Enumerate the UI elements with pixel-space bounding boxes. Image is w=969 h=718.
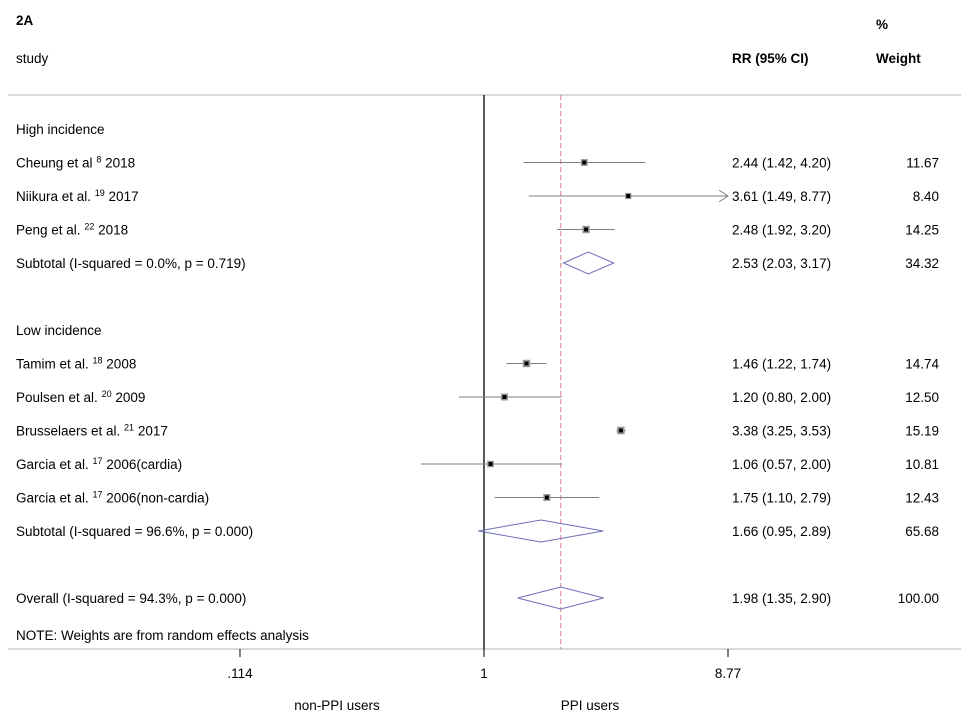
point-estimate (626, 194, 631, 198)
subgroup-heading: Low incidence (16, 323, 102, 338)
forest-rows: High incidence Cheung et al 8 2018 2.44 (1… (16, 122, 939, 610)
point-estimate (544, 495, 549, 500)
point-estimate (502, 395, 507, 399)
study-label: Garcia et al. 17 2006(non-cardia) (16, 490, 209, 506)
study-label: Garcia et al. 17 2006(cardia) (16, 456, 182, 472)
weight-value: 14.74 (905, 357, 939, 372)
overall-label: Overall (I-squared = 94.3%, p = 0.000) (16, 591, 246, 606)
panel-label: 2A (16, 13, 34, 28)
weight-value: 14.25 (905, 223, 939, 238)
subtotal-label: Subtotal (I-squared = 96.6%, p = 0.000) (16, 524, 253, 539)
weight-header-percent: % (876, 17, 888, 32)
study-label: Tamim et al. 18 2008 (16, 356, 136, 372)
study-label: Peng et al. 22 2018 (16, 222, 128, 238)
weight-value: 12.50 (905, 390, 939, 405)
weight-value: 100.00 (898, 591, 939, 606)
weight-value: 10.81 (905, 457, 939, 472)
rr-value: 3.38 (3.25, 3.53) (732, 424, 831, 439)
rr-column-header: RR (95% CI) (732, 51, 809, 66)
ci-arrow (718, 189, 729, 203)
weight-value: 11.67 (906, 156, 939, 171)
x-label-ppi: PPI users (561, 698, 620, 713)
weight-value: 15.19 (905, 424, 939, 439)
rr-value: 1.06 (0.57, 2.00) (732, 457, 831, 472)
study-column-header: study (16, 51, 49, 66)
point-estimate (582, 160, 587, 165)
rr-value: 1.66 (0.95, 2.89) (732, 524, 831, 539)
study-label: Brusselaers et al. 21 2017 (16, 423, 168, 439)
point-estimate (584, 227, 589, 232)
weight-value: 8.40 (913, 189, 939, 204)
x-label-non-ppi: non-PPI users (294, 698, 380, 713)
weight-value: 65.68 (905, 524, 939, 539)
point-estimate (524, 361, 529, 366)
rr-value: 1.98 (1.35, 2.90) (732, 591, 831, 606)
subgroup-heading: High incidence (16, 122, 105, 137)
x-tick-label: 1 (480, 666, 488, 681)
rr-value: 1.20 (0.80, 2.00) (732, 390, 831, 405)
subtotal-diamond (562, 251, 615, 275)
point-estimate (488, 462, 493, 466)
subtotal-diamond (478, 519, 604, 543)
rr-value: 3.61 (1.49, 8.77) (732, 189, 831, 204)
weight-column-header: Weight (876, 51, 921, 66)
x-tick-label: .114 (227, 666, 253, 681)
study-label: Poulsen et al. 20 2009 (16, 389, 145, 405)
rr-value: 1.46 (1.22, 1.74) (732, 357, 831, 372)
x-axis: .114 1 8.77 (227, 649, 741, 681)
point-estimate (618, 428, 623, 433)
study-label: Niikura et al. 19 2017 (16, 188, 139, 204)
study-label: Cheung et al 8 2018 (16, 155, 135, 171)
rr-value: 2.44 (1.42, 4.20) (732, 156, 831, 171)
rr-value: 2.48 (1.92, 3.20) (732, 223, 831, 238)
rr-value: 2.53 (2.03, 3.17) (732, 256, 831, 271)
subtotal-label: Subtotal (I-squared = 0.0%, p = 0.719) (16, 256, 246, 271)
rr-value: 1.75 (1.10, 2.79) (732, 491, 831, 506)
x-tick-label: 8.77 (715, 666, 741, 681)
overall-diamond (517, 586, 604, 610)
weight-value: 34.32 (905, 256, 939, 271)
weights-note: NOTE: Weights are from random effects an… (16, 628, 309, 643)
weight-value: 12.43 (905, 491, 939, 506)
